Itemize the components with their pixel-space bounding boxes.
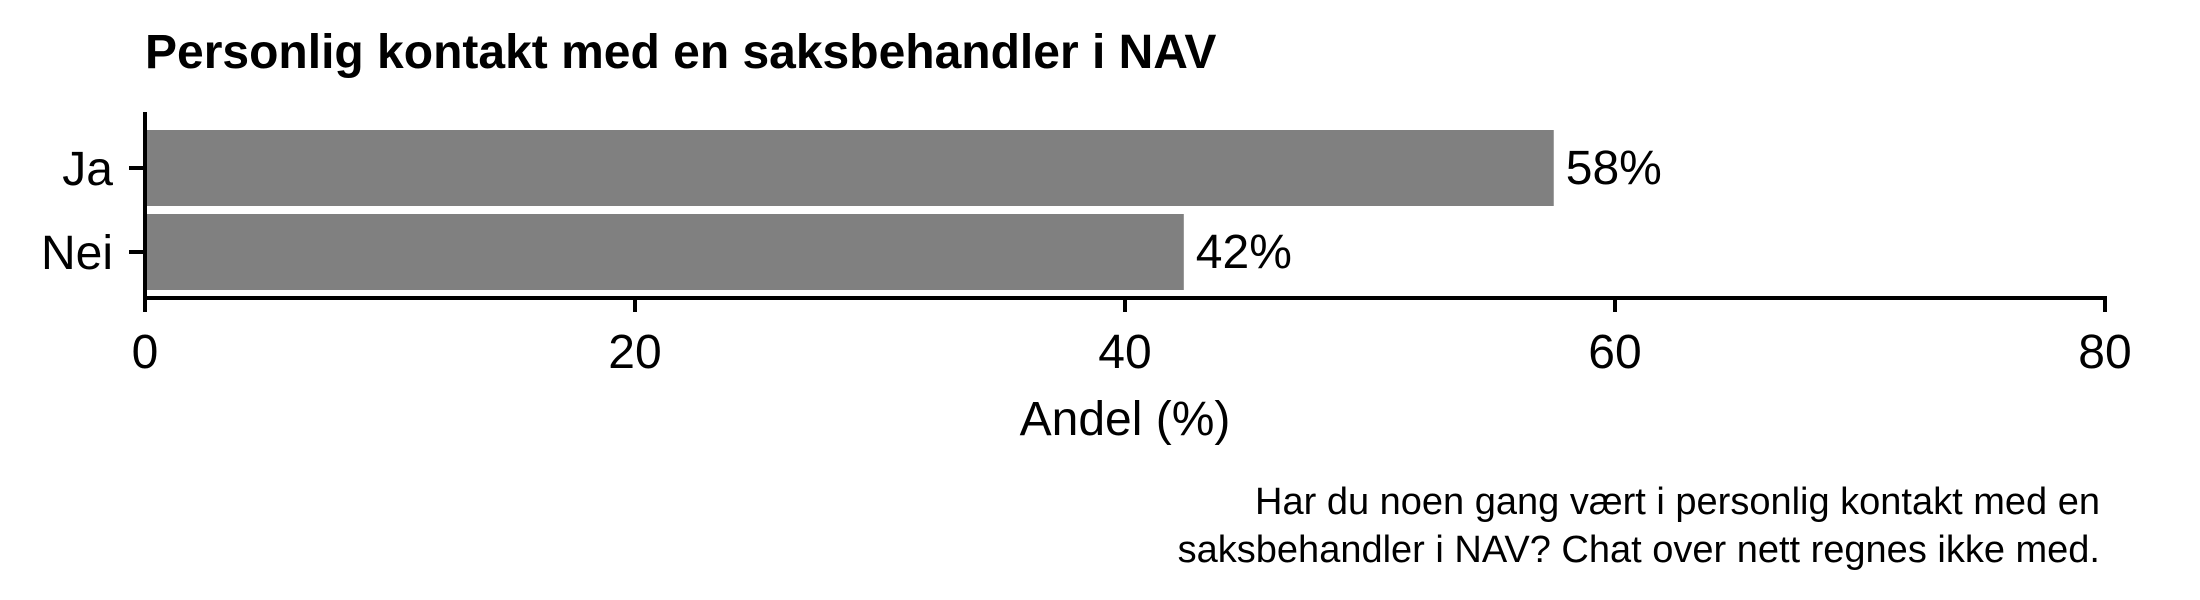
bar-value-labels: 58% 42% [1196,142,1662,279]
x-tick-labels: 0 20 40 60 80 [132,326,2132,379]
axes [129,112,2107,312]
x-tick-label: 20 [608,326,661,379]
x-tick-label: 40 [1098,326,1151,379]
bar-value-label: 42% [1196,226,1292,279]
bar-nei [145,214,1184,290]
x-tick-label: 80 [2078,326,2131,379]
category-labels: Ja Nei [41,143,113,280]
bars-group [145,130,1554,290]
x-tick-label: 0 [132,326,159,379]
category-label: Ja [62,143,113,196]
x-tick-label: 60 [1588,326,1641,379]
caption-line-1: Har du noen gang vært i personlig kontak… [1255,481,2100,523]
caption-line-2: saksbehandler i NAV? Chat over nett regn… [1178,529,2100,571]
category-label: Nei [41,227,113,280]
chart-title: Personlig kontakt med en saksbehandler i… [145,26,1216,79]
bar-value-label: 58% [1566,142,1662,195]
bar-ja [145,130,1554,206]
x-axis-title: Andel (%) [1020,393,1231,446]
